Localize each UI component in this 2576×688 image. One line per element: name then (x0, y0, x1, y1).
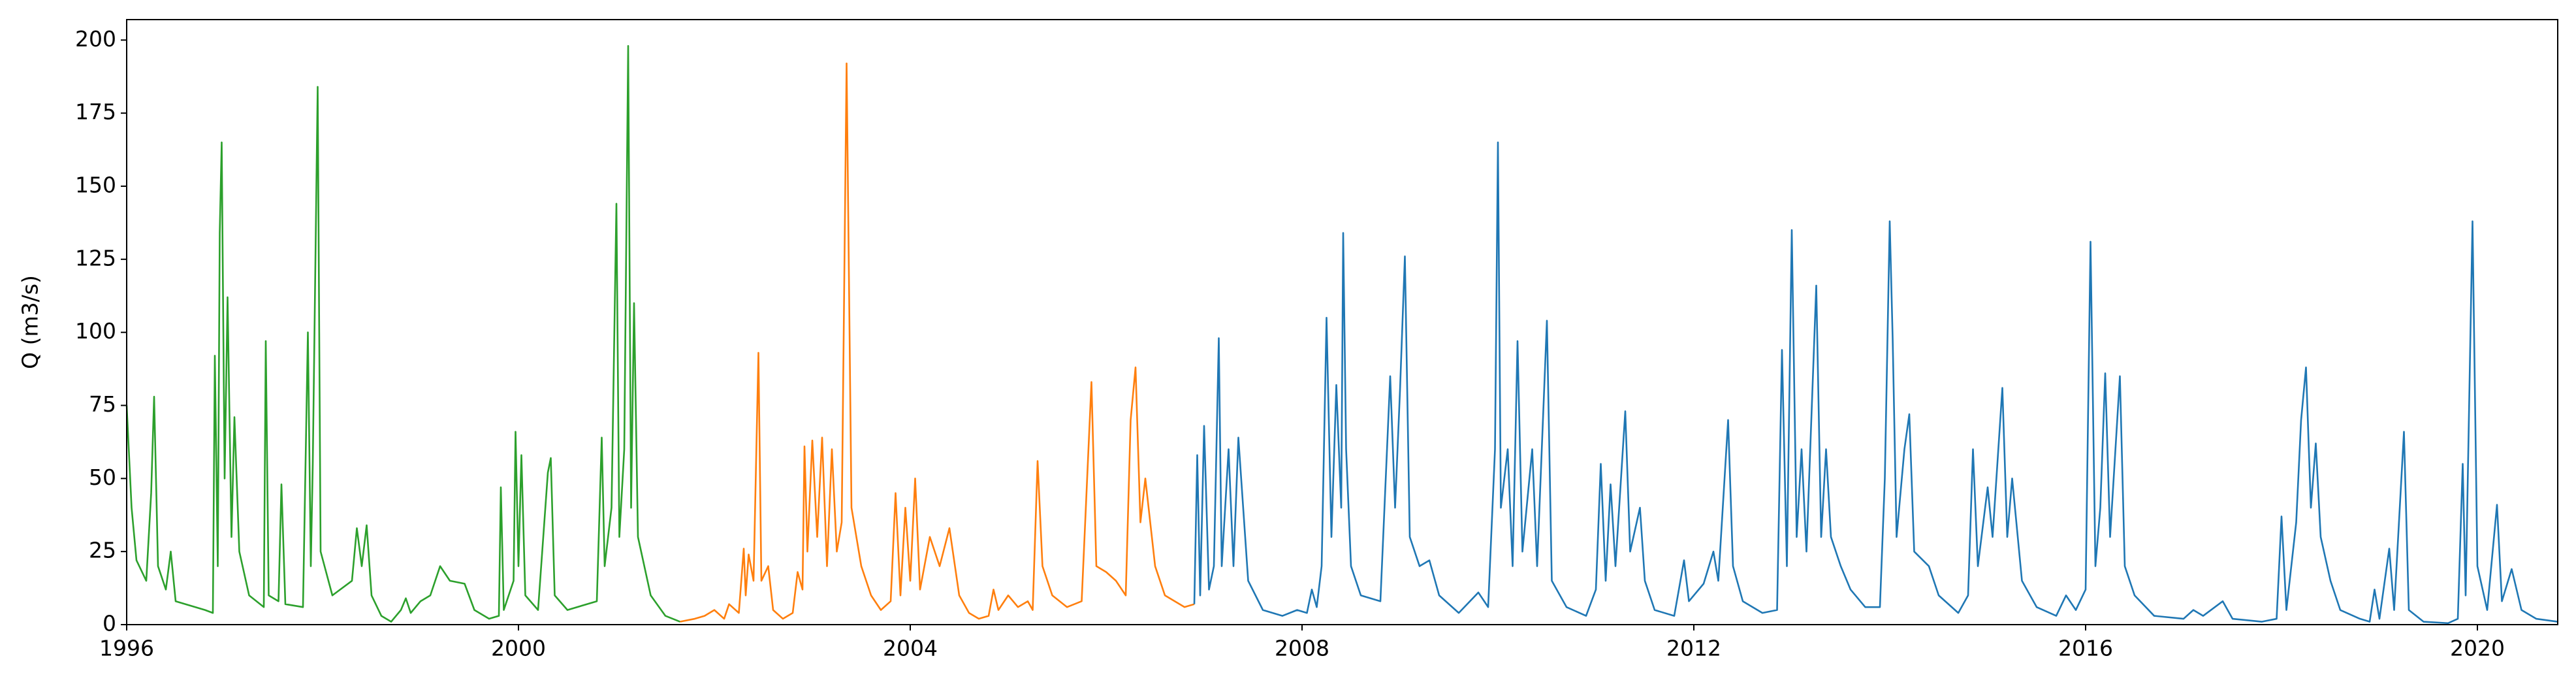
y-tick-label: 150 (75, 172, 116, 197)
x-tick-label: 1996 (99, 636, 154, 661)
x-tick-label: 2020 (2450, 636, 2505, 661)
y-tick-label: 25 (89, 538, 116, 563)
x-tick-label: 2012 (1666, 636, 1721, 661)
y-axis-label: Q (m3/s) (18, 275, 43, 369)
y-tick-label: 125 (75, 245, 116, 270)
series-line (1193, 141, 2558, 625)
y-tick-label: 0 (103, 611, 116, 636)
series-line (680, 62, 1195, 623)
x-tick-label: 2004 (883, 636, 938, 661)
x-tick-label: 2008 (1275, 636, 1329, 661)
y-tick-label: 200 (75, 26, 116, 52)
y-tick-label: 75 (89, 391, 116, 417)
x-tick-label: 2016 (2058, 636, 2113, 661)
plot-frame (126, 19, 2558, 625)
y-tick-label: 100 (75, 318, 116, 344)
x-tick-label: 2000 (491, 636, 546, 661)
series-line (125, 44, 680, 623)
y-tick-label: 175 (75, 99, 116, 125)
y-tick-label: 50 (89, 465, 116, 490)
